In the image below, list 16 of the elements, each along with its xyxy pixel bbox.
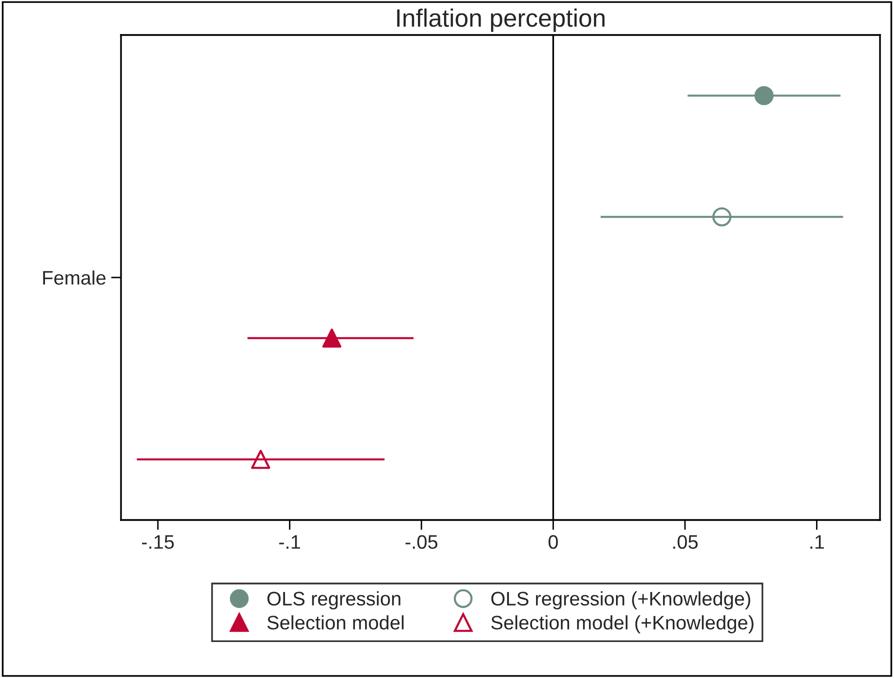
chart-title: Inflation perception	[397, 8, 605, 32]
x-tick-label: -.15	[142, 535, 174, 549]
x-tick-label: .05	[673, 535, 698, 549]
text: Female	[43, 270, 106, 285]
point	[712, 207, 732, 226]
point	[754, 86, 774, 106]
x-tick-label: -.1	[279, 535, 300, 549]
x-tick-label: -.05	[406, 535, 438, 549]
point	[322, 328, 342, 348]
legend-label: Selection model	[267, 615, 404, 630]
legend-label: OLS regression (+Knowledge)	[491, 591, 750, 610]
legend-label: Selection model (+Knowledge)	[491, 615, 754, 634]
point	[251, 450, 270, 469]
x-tick-label: .1	[810, 535, 824, 549]
legend-label: OLS regression	[267, 591, 400, 610]
x-tick-label: 0	[548, 535, 558, 549]
